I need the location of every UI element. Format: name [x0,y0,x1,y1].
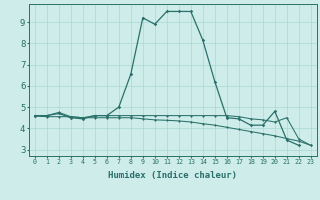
X-axis label: Humidex (Indice chaleur): Humidex (Indice chaleur) [108,171,237,180]
